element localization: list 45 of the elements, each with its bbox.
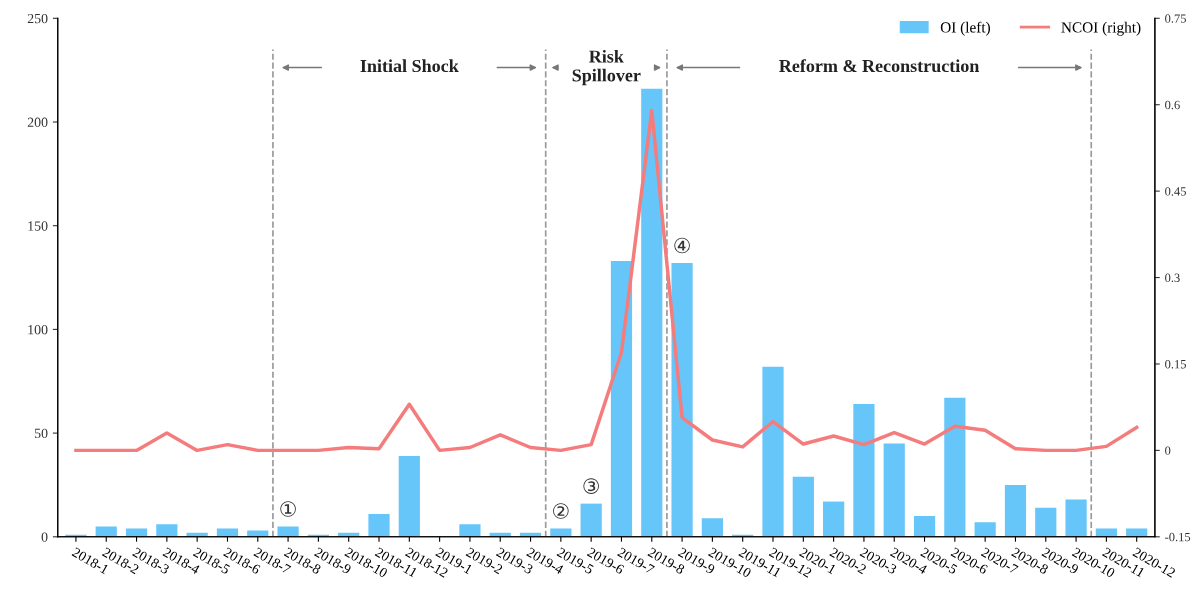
bar <box>792 476 814 537</box>
y-tick-label: 0 <box>41 532 48 542</box>
bar <box>762 366 784 537</box>
annotation: Risk Spillover <box>572 49 641 86</box>
bar <box>823 501 845 537</box>
bar <box>156 524 178 537</box>
annotation: ② <box>553 503 569 519</box>
y-tick-label: 100 <box>28 324 48 335</box>
bar <box>671 263 693 537</box>
y2-tick-label: 0 <box>1165 446 1171 455</box>
y-tick-label: 200 <box>27 117 48 127</box>
bar <box>641 88 663 537</box>
annotation: ① <box>280 501 296 517</box>
y-tick-label: 250 <box>27 13 48 24</box>
bar <box>944 397 966 537</box>
bar <box>883 443 905 537</box>
bar <box>610 260 633 537</box>
bar <box>974 522 996 537</box>
bar <box>1004 484 1027 537</box>
y2-tick-label: 0.6 <box>1165 100 1180 110</box>
bar <box>580 503 602 537</box>
annotation: ④ <box>674 237 690 254</box>
y-tick-label: 150 <box>28 221 48 231</box>
bar <box>277 526 299 537</box>
bar <box>368 513 390 537</box>
line-series <box>74 108 1139 453</box>
y-tick-label: 50 <box>34 428 48 439</box>
bar <box>701 518 723 537</box>
legend-label: NCOI (right) <box>1061 21 1141 36</box>
y2-tick-label: 0.15 <box>1165 359 1186 369</box>
y2-tick-label: 0.45 <box>1165 187 1186 196</box>
annotation: ③ <box>583 478 599 494</box>
bar <box>1035 507 1057 537</box>
y2-tick-label: 0.3 <box>1165 273 1180 283</box>
bar <box>913 516 936 537</box>
bar <box>853 404 875 537</box>
bar <box>95 526 117 537</box>
bar <box>398 455 420 537</box>
annotation: Reform & Reconstruction <box>779 59 980 73</box>
annotation: Initial Shock <box>360 59 459 73</box>
bar <box>459 524 481 537</box>
y2-tick-label: -0.15 <box>1165 532 1191 542</box>
y2-tick-label: 0.75 <box>1165 14 1186 23</box>
bar <box>1065 499 1087 537</box>
legend-label: OI (left) <box>940 21 990 36</box>
